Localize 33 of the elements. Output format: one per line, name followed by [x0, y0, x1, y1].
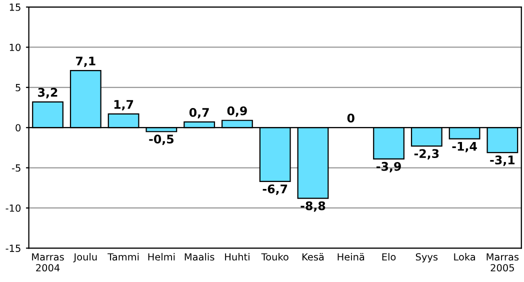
data-label: 3,2 [38, 88, 58, 98]
data-label: -2,3 [414, 149, 439, 160]
x-tick-label: Maalis [184, 253, 214, 261]
x-tick-label: Helmi [148, 253, 175, 261]
x-tick-label: Loka [454, 253, 475, 261]
data-label: 1,7 [114, 100, 134, 110]
y-tick-label: 10 [10, 44, 21, 52]
x-tick-label: Kesä [302, 253, 324, 261]
data-label: -6,7 [262, 184, 288, 195]
data-label: -3,1 [490, 156, 515, 166]
x-tick-label: Joulu [73, 253, 97, 262]
x-tick-label: Tammi [108, 253, 139, 261]
y-tick-label: -10 [6, 204, 21, 212]
x-tick-label: Marras 2004 [32, 253, 64, 272]
data-label: -0,5 [149, 134, 174, 146]
y-tick-label: -15 [6, 244, 20, 252]
y-tick-label: 5 [16, 84, 20, 92]
x-tick-label: Huhti [225, 253, 250, 261]
data-label: 0 [347, 114, 354, 123]
x-tick-label: Syys [416, 253, 438, 262]
data-label: 7,1 [76, 56, 96, 67]
data-label: 0,9 [227, 106, 247, 117]
x-tick-label: Heinä [338, 253, 364, 261]
x-tick-label: Touko [261, 253, 288, 261]
data-label: -8,8 [300, 201, 326, 212]
y-tick-label: 15 [10, 4, 20, 11]
data-label: -3,9 [376, 162, 401, 172]
data-label: -1,4 [452, 142, 477, 152]
x-tick-label: Elo [382, 253, 396, 261]
y-tick-label: 0 [16, 124, 21, 132]
x-tick-label: Marras 2005 [486, 253, 519, 272]
y-tick-label: -5 [12, 164, 20, 172]
data-label: 0,7 [189, 108, 209, 118]
